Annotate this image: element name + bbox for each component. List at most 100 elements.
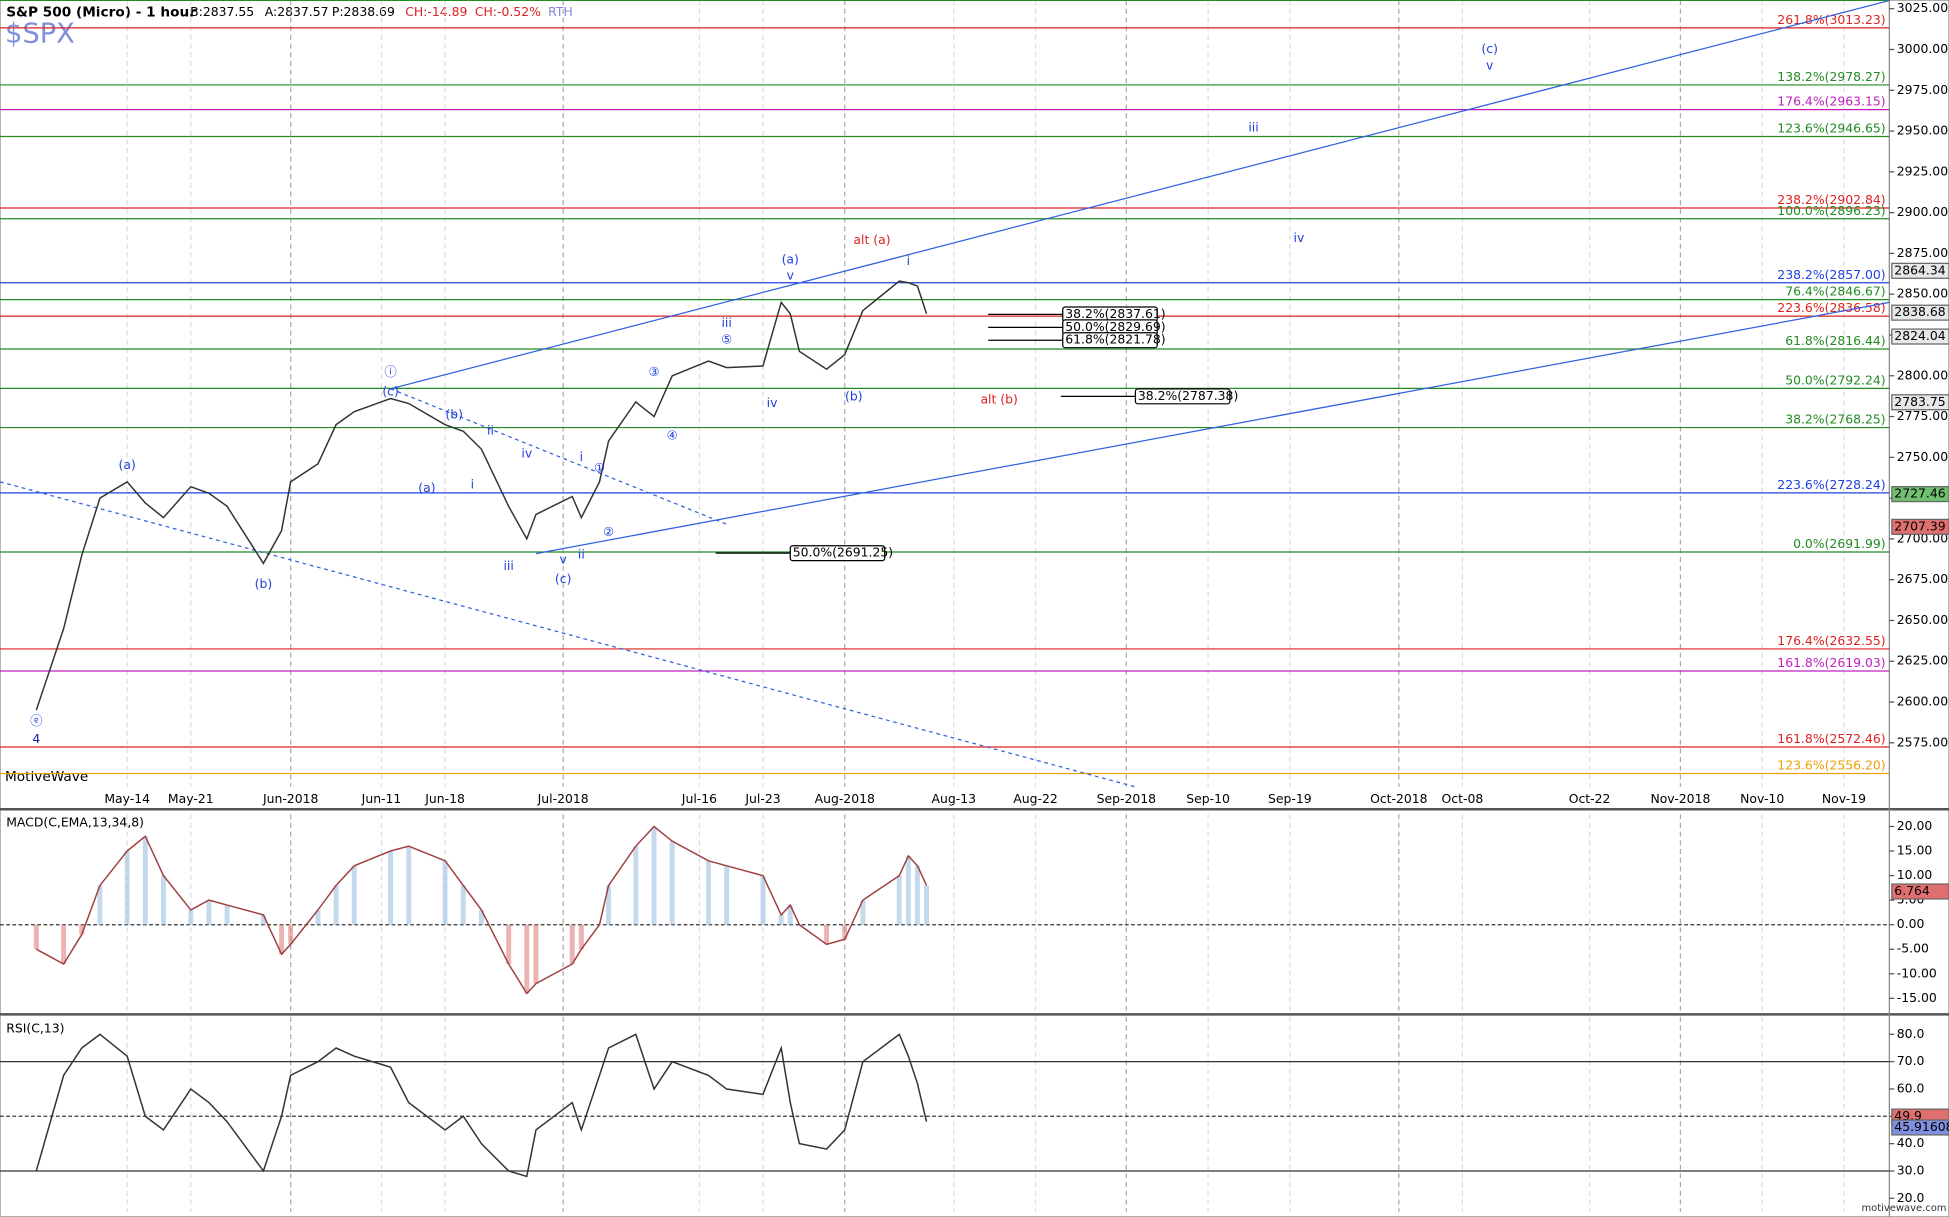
wave-label: iv bbox=[521, 446, 532, 461]
fib-label: 176.4%(2963.15) bbox=[1777, 94, 1885, 109]
panel-title: RSI(C,13) bbox=[6, 1021, 64, 1036]
y-tick-label: 2775.00 bbox=[1897, 408, 1948, 423]
histogram-bar bbox=[824, 924, 830, 945]
wave-label: ① bbox=[594, 460, 605, 475]
histogram-bar bbox=[478, 909, 484, 925]
histogram-bar bbox=[315, 909, 321, 925]
chart-title: S&P 500 (Micro) - 1 hour bbox=[6, 4, 196, 20]
price-flag bbox=[1891, 883, 1949, 900]
fib-label: 0.0%(2691.99) bbox=[1793, 536, 1886, 551]
fib-label: 261.8%(3013.23) bbox=[1777, 12, 1885, 27]
histogram-bar bbox=[524, 924, 530, 994]
wave-label: ③ bbox=[648, 364, 659, 379]
histogram-bar bbox=[406, 846, 412, 925]
x-tick-label: Jul-23 bbox=[744, 791, 780, 806]
histogram-bar bbox=[288, 924, 294, 945]
y-tick-label: 2750.00 bbox=[1897, 449, 1948, 464]
histogram-bar bbox=[787, 905, 793, 925]
price-flag-label: 2783.75 bbox=[1894, 394, 1945, 409]
wave-label: (c) bbox=[555, 571, 572, 586]
series-line bbox=[35, 1033, 928, 1178]
price-flag bbox=[1891, 304, 1949, 321]
price-flag bbox=[1891, 518, 1949, 535]
y-tick-label: 2975.00 bbox=[1897, 82, 1948, 97]
histogram-bar bbox=[188, 909, 194, 925]
histogram-bar bbox=[533, 924, 539, 984]
fib-label: 123.6%(2946.65) bbox=[1777, 121, 1885, 136]
price-flag bbox=[1891, 394, 1949, 411]
histogram-bar bbox=[569, 924, 575, 964]
x-tick-label: Jul-16 bbox=[681, 791, 717, 806]
fib-label: 76.4%(2846.67) bbox=[1785, 284, 1885, 299]
wave-label: iii bbox=[1248, 119, 1258, 134]
x-tick-label: Nov-10 bbox=[1740, 791, 1784, 806]
fib-label: 61.8%(2816.44) bbox=[1785, 333, 1885, 348]
y-tick-label: 2800.00 bbox=[1897, 367, 1948, 382]
wave-label: alt (b) bbox=[980, 392, 1017, 407]
histogram-bar bbox=[460, 885, 466, 925]
histogram-bar bbox=[224, 905, 230, 925]
retrace-label: 38.2%(2787.38) bbox=[1138, 388, 1238, 403]
wave-label: ii bbox=[487, 423, 494, 438]
y-tick-label: 2600.00 bbox=[1897, 694, 1948, 709]
price-flag-label: 49.9 bbox=[1894, 1108, 1922, 1123]
histogram-bar bbox=[142, 836, 148, 925]
wave-label: (c) bbox=[1481, 41, 1498, 56]
histogram-bar bbox=[578, 924, 584, 950]
price-flag-label: 2838.68 bbox=[1894, 304, 1945, 319]
y-tick-label: 80.0 bbox=[1897, 1026, 1925, 1041]
fib-label: 138.2%(2978.27) bbox=[1777, 69, 1885, 84]
histogram-bar bbox=[260, 914, 266, 925]
trendline bbox=[390, 388, 727, 525]
histogram-bar bbox=[914, 865, 920, 925]
y-tick-label: 70.0 bbox=[1897, 1053, 1925, 1068]
wave-label: ii bbox=[578, 547, 585, 562]
wave-label: ② bbox=[603, 524, 614, 539]
wave-label: v bbox=[787, 268, 794, 283]
y-tick-label: 2650.00 bbox=[1897, 612, 1948, 627]
fib-label: 223.6%(2728.24) bbox=[1777, 477, 1885, 492]
y-tick-label: 2900.00 bbox=[1897, 204, 1948, 219]
trendline bbox=[535, 301, 1890, 555]
histogram-bar bbox=[124, 851, 130, 925]
wave-label: (c) bbox=[382, 384, 399, 399]
x-tick-label: Sep-2018 bbox=[1097, 791, 1157, 806]
histogram-bar bbox=[61, 924, 67, 964]
price-flag bbox=[1891, 328, 1949, 345]
y-tick-label: 2875.00 bbox=[1897, 245, 1948, 260]
histogram-bar bbox=[896, 875, 902, 925]
histogram-bar bbox=[206, 900, 212, 925]
wave-label: i bbox=[580, 449, 583, 464]
retrace-label: 50.0%(2829.69) bbox=[1065, 319, 1165, 334]
bid: B:2837.55 bbox=[190, 4, 254, 19]
y-tick-label: 20.0 bbox=[1897, 1190, 1925, 1205]
x-tick-label: Aug-2018 bbox=[815, 791, 875, 806]
wave-label: ⓘ bbox=[384, 364, 396, 379]
change-pct: CH:-0.52% bbox=[475, 4, 541, 19]
fib-label: 38.2%(2768.25) bbox=[1785, 412, 1885, 427]
trendline bbox=[0, 481, 1136, 788]
histogram-bar bbox=[506, 924, 512, 964]
wave-label: ⑤ bbox=[721, 331, 732, 346]
watermark: MotiveWave bbox=[5, 769, 88, 785]
y-tick-label: 60.0 bbox=[1897, 1080, 1925, 1095]
x-tick-label: Oct-2018 bbox=[1370, 791, 1428, 806]
histogram-bar bbox=[606, 885, 612, 925]
wave-label: (a) bbox=[782, 251, 799, 266]
histogram-bar bbox=[760, 875, 766, 925]
histogram-bar bbox=[33, 924, 39, 950]
histogram-bar bbox=[97, 885, 103, 925]
series-line bbox=[35, 825, 928, 995]
wave-label: iv bbox=[1294, 230, 1305, 245]
wave-label: (a) bbox=[119, 457, 136, 472]
histogram-bar bbox=[442, 860, 448, 925]
symbol: $SPX bbox=[5, 18, 75, 49]
wave-label: v bbox=[1486, 57, 1493, 72]
price-flag bbox=[1891, 486, 1949, 503]
wave-label: i bbox=[907, 253, 910, 268]
series-line bbox=[35, 280, 928, 711]
y-tick-label: -15.00 bbox=[1897, 990, 1937, 1005]
x-tick-label: Aug-22 bbox=[1013, 791, 1058, 806]
y-tick-label: 2850.00 bbox=[1897, 286, 1948, 301]
